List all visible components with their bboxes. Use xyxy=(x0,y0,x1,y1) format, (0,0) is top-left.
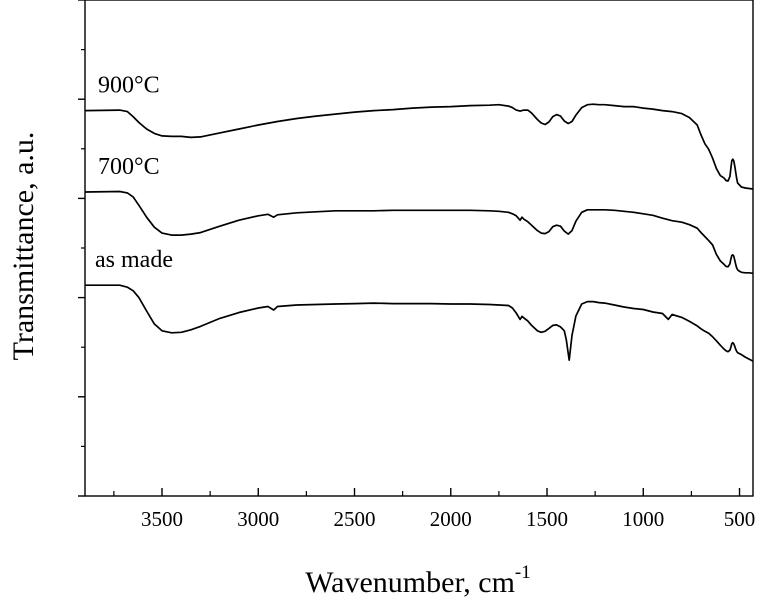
x-axis-title: Wavenumber, cm-1 xyxy=(305,562,530,599)
x-tick-label: 3500 xyxy=(141,507,183,531)
x-tick-label: 500 xyxy=(724,507,756,531)
y-axis-title: Transmittance, a.u. xyxy=(7,132,40,361)
series-line-900-c xyxy=(84,103,754,190)
y-axis-ticks xyxy=(78,0,85,497)
x-tick-label: 1500 xyxy=(526,507,568,531)
x-tick-label: 2500 xyxy=(334,507,376,531)
x-axis-title-superscript: -1 xyxy=(515,562,531,583)
series-label: as made xyxy=(95,247,173,273)
series-line-as-made xyxy=(85,284,754,362)
x-axis-ticks: 3500 3000 2500 2000 1500 1000 500 xyxy=(113,488,756,531)
x-tick-label: 3000 xyxy=(237,507,279,531)
x-tick-label: 2000 xyxy=(430,507,472,531)
series-line-700-c xyxy=(84,190,754,275)
series-lines xyxy=(84,103,754,362)
series-label: 700°C xyxy=(98,154,160,180)
series-labels: 900°C 700°C as made xyxy=(95,73,173,274)
series-label: 900°C xyxy=(98,73,160,99)
x-tick-label: 1000 xyxy=(622,507,664,531)
plot-frame xyxy=(84,0,754,497)
x-axis-title-main: Wavenumber, cm xyxy=(305,566,515,599)
